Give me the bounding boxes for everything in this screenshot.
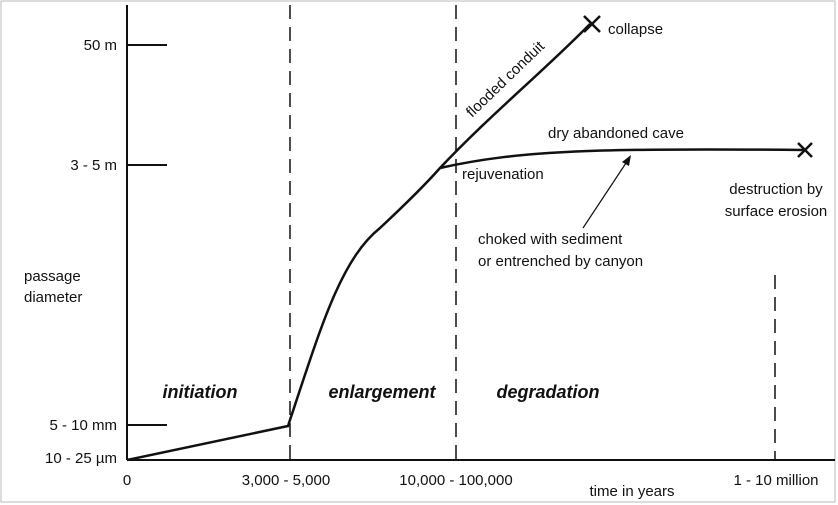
- annotation: collapse: [608, 21, 663, 38]
- cave-curve: [126, 23, 591, 462]
- annotation: destruction by: [729, 181, 823, 198]
- y-label: 10 - 25 µm: [45, 450, 117, 467]
- y-label: 50 m: [84, 37, 117, 54]
- dry-cave-curve: [439, 148, 806, 170]
- y-title: passage: [24, 268, 81, 285]
- annotation: rejuvenation: [462, 166, 544, 183]
- x-mark: [583, 15, 601, 33]
- annotation: surface erosion: [725, 203, 828, 220]
- y-label: 5 - 10 mm: [49, 417, 117, 434]
- annotation: dry abandoned cave: [548, 125, 684, 142]
- x-label: 0: [123, 472, 131, 489]
- x-label: 1 - 10 million: [733, 472, 818, 489]
- x-mark: [797, 142, 813, 158]
- y-label: 3 - 5 m: [70, 157, 117, 174]
- phase-label: enlargement: [328, 382, 436, 402]
- annotation: or entrenched by canyon: [478, 253, 643, 270]
- x-label: 3,000 - 5,000: [242, 472, 330, 489]
- arrow: [582, 159, 629, 229]
- phase-label: degradation: [496, 382, 599, 402]
- x-title: time in years: [589, 483, 674, 500]
- annotation: flooded conduit: [463, 37, 549, 120]
- annotation: choked with sediment: [478, 231, 623, 248]
- y-title: diameter: [24, 289, 82, 306]
- arrow-head: [622, 155, 631, 166]
- phase-label: initiation: [163, 382, 238, 402]
- x-label: 10,000 - 100,000: [399, 472, 512, 489]
